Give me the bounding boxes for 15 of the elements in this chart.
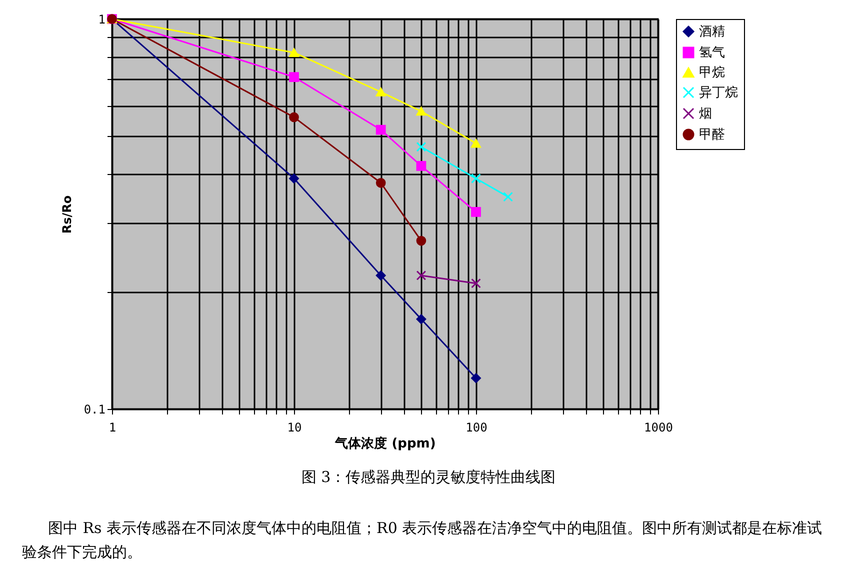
x-tick-label: 10 (287, 420, 302, 434)
caption: 图 3：传感器典型的灵敏度特性曲线图 (300, 468, 557, 487)
legend-label: 甲烷 (699, 66, 725, 80)
x-tick-label: 1 (108, 420, 116, 434)
text: 图中 Rs 表示传感器在不同浓度气体中的电阻值；R0 表示传感器在洁净空气中的电阻值。图中所有测试都是在标准试验条件下完成的。 (22, 518, 824, 563)
legend-label: 异丁烷 (699, 86, 738, 100)
x-tick-label: 1000 (644, 420, 673, 434)
legend-label: 烟 (699, 106, 712, 122)
legend-label: 酒精 (699, 24, 725, 40)
x-tick-label: 100 (466, 420, 488, 434)
y-axis-title: Rs/Ro (60, 195, 74, 234)
y-tick-label: 0.1 (84, 402, 106, 416)
legend-label: 氢气 (699, 46, 725, 60)
legend-label: 甲醛 (699, 128, 725, 142)
x-axis-title: 气体浓度 (ppm) (334, 436, 436, 452)
